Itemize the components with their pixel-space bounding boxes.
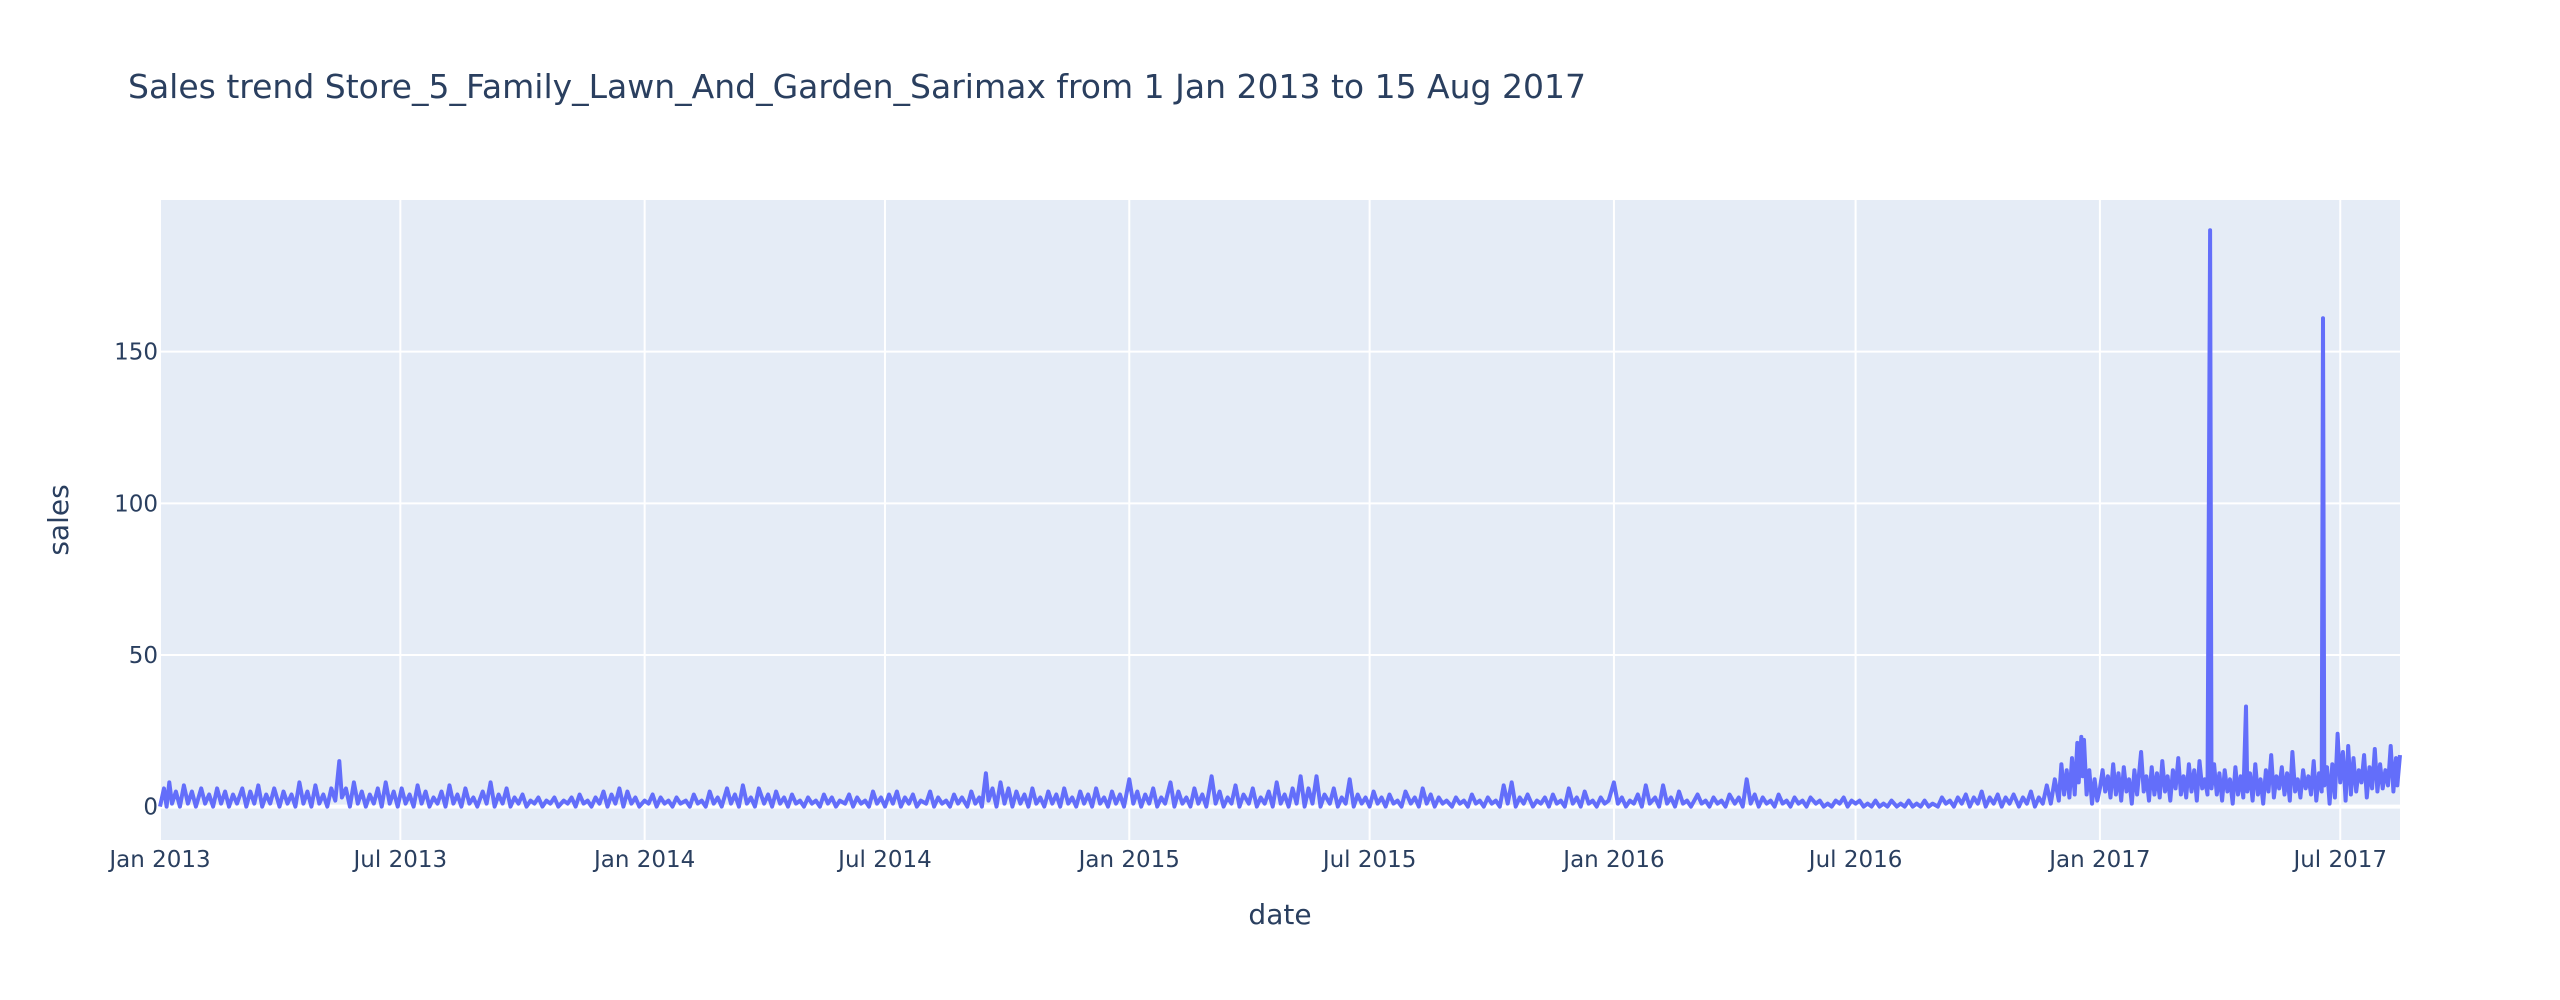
x-tick-label: Jan 2017 bbox=[2047, 847, 2150, 873]
y-axis-title: sales bbox=[42, 484, 75, 555]
x-tick-label: Jan 2014 bbox=[592, 847, 695, 873]
x-tick-label: Jan 2015 bbox=[1077, 847, 1180, 873]
chart-title: Sales trend Store_5_Family_Lawn_And_Gard… bbox=[128, 67, 1586, 106]
sales-series-line bbox=[158, 228, 2402, 809]
x-tick-label: Jul 2017 bbox=[2291, 847, 2387, 873]
x-tick-label: Jan 2016 bbox=[1561, 847, 1664, 873]
x-tick-label: Jul 2014 bbox=[836, 847, 932, 873]
x-axis-title: date bbox=[1248, 898, 1311, 931]
y-axis-ticks: 0 50 100 150 bbox=[114, 340, 158, 821]
y-tick-label: 50 bbox=[129, 643, 158, 669]
x-tick-label: Jan 2013 bbox=[107, 847, 210, 873]
x-axis-ticks: Jan 2013 Jul 2013 Jan 2014 Jul 2014 Jan 2015… bbox=[107, 847, 2387, 873]
y-tick-label: 100 bbox=[114, 491, 158, 517]
grid-lines bbox=[159, 200, 2400, 840]
y-tick-label: 0 bbox=[143, 795, 158, 821]
plot-area bbox=[160, 200, 2400, 840]
y-tick-label: 150 bbox=[114, 340, 158, 366]
x-tick-label: Jul 2016 bbox=[1807, 847, 1903, 873]
x-tick-label: Jul 2013 bbox=[352, 847, 448, 873]
x-tick-label: Jul 2015 bbox=[1321, 847, 1417, 873]
